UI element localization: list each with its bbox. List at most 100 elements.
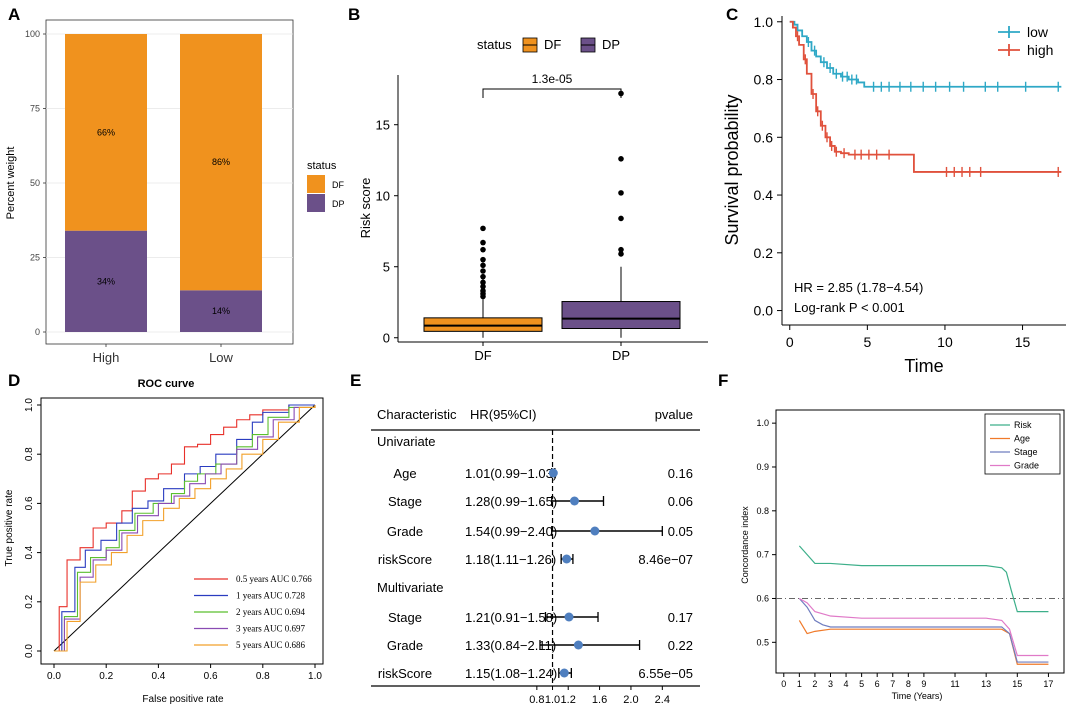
legend-label-roc-3: 3 years AUC 0.697	[236, 624, 305, 634]
y-tick-label-b: 10	[376, 189, 390, 204]
y-tick-label-f: 0.5	[756, 637, 769, 647]
forest-row-label: riskScore	[378, 666, 432, 681]
forest-point	[590, 526, 600, 536]
km-curve-high	[789, 20, 1062, 173]
pvalue-label-b: 1.3e-05	[532, 72, 573, 86]
plot-frame-f	[775, 409, 1065, 674]
legend-label-dp-b: DP	[602, 37, 620, 52]
forest-x-tick-label: 1.6	[592, 694, 607, 706]
outlier-point	[480, 288, 486, 294]
x-tick-label-f: 17	[1043, 679, 1053, 689]
forest-header-characteristic: Characteristic	[377, 407, 457, 422]
x-tick-label-b: DP	[612, 348, 630, 363]
panel-label-d: D	[8, 371, 20, 390]
bar-label-dp-high: 34%	[97, 276, 115, 286]
panel-label-c: C	[726, 5, 738, 24]
y-tick-label-b: 0	[383, 331, 390, 346]
forest-row-label: riskScore	[378, 552, 432, 567]
legend-box-d	[190, 570, 318, 656]
panel-label-b: B	[348, 5, 360, 24]
outlier-point	[618, 190, 624, 196]
y-tick-label-f: 0.9	[756, 462, 769, 472]
forest-point	[564, 612, 574, 622]
outlier-point	[480, 283, 486, 290]
y-tick-label-d: 0.6	[24, 496, 35, 510]
y-tick-label-a: 50	[30, 178, 40, 188]
outlier-point	[480, 239, 486, 246]
legend-key-dp-a	[307, 194, 325, 212]
outlier-point	[618, 215, 624, 222]
legend-label-age: Age	[1014, 434, 1030, 444]
y-tick-label-f: 0.7	[756, 550, 769, 560]
x-tick-label-d: 0.0	[47, 671, 61, 682]
x-tick-label-f: 0	[781, 679, 786, 689]
bar-label-df-low: 86%	[212, 157, 230, 167]
bar-df-low	[180, 34, 262, 291]
y-tick-label-c: 0.2	[754, 245, 774, 261]
x-tick-label-f: 5	[859, 679, 864, 689]
y-tick-label-b: 15	[376, 118, 390, 133]
panel-label-f: F	[718, 371, 728, 390]
y-tick-label-b: 5	[383, 260, 390, 275]
x-tick-label-f: 7	[890, 679, 895, 689]
forest-header-pvalue: pvalue	[655, 407, 693, 422]
forest-row-pvalue: 8.46e−07	[638, 552, 693, 567]
forest-row-pvalue: 6.55e−05	[638, 666, 693, 681]
forest-row-pvalue: 0.16	[668, 466, 693, 481]
outlier-point	[480, 268, 486, 274]
outlier-point	[618, 155, 624, 162]
forest-row-label: Grade	[387, 524, 423, 539]
x-tick-label-d: 0.2	[99, 671, 113, 682]
forest-x-tick-label: 2.4	[655, 694, 670, 706]
forest-row-hr: 1.18(1.11−1.26)	[465, 552, 556, 567]
legend-label-df-a: DF	[332, 180, 344, 190]
x-axis-label-d: False positive rate	[142, 694, 224, 705]
y-axis-label-d: True positive rate	[4, 489, 15, 566]
y-tick-label-d: 1.0	[24, 398, 35, 412]
panel-label-e: E	[350, 371, 361, 390]
forest-row-label: Stage	[388, 610, 422, 625]
x-tick-label-c: 10	[937, 334, 953, 350]
legend-label-dp-a: DP	[332, 199, 345, 209]
bar-df-high	[65, 34, 147, 231]
x-tick-label-f: 15	[1012, 679, 1022, 689]
y-axis-label-a: Percent weight	[5, 147, 17, 220]
legend-label-risk: Risk	[1014, 420, 1032, 430]
forest-x-tick-label: 2.0	[623, 694, 638, 706]
legend-title-b: status	[477, 37, 512, 52]
x-axis-label-c: Time	[904, 356, 943, 376]
km-curve-low	[789, 20, 1062, 88]
y-tick-label-c: 0.8	[754, 72, 774, 88]
forest-row-label: Grade	[387, 638, 423, 653]
forest-point	[559, 668, 569, 678]
y-tick-label-f: 1.0	[756, 418, 769, 428]
y-tick-label-a: 0	[35, 327, 40, 337]
annotation-hr: HR = 2.85 (1.78−4.54)	[794, 280, 923, 295]
forest-row-pvalue: 0.22	[668, 638, 693, 653]
forest-row-label: Age	[393, 466, 416, 481]
y-tick-label-c: 0.0	[754, 303, 774, 319]
y-tick-label-a: 25	[30, 253, 40, 263]
forest-row-hr: 1.28(0.99−1.65)	[465, 494, 557, 509]
x-tick-label-f: 4	[844, 679, 849, 689]
x-tick-label-b: DF	[474, 348, 491, 363]
x-tick-label-d: 1.0	[308, 671, 322, 682]
forest-row-label: Stage	[388, 494, 422, 509]
forest-section-label: Multivariate	[377, 580, 443, 595]
legend-label-df-b: DF	[544, 37, 561, 52]
bar-label-df-high: 66%	[97, 127, 115, 137]
x-tick-label-f: 13	[981, 679, 991, 689]
panel-label-a: A	[8, 5, 20, 24]
forest-x-tick-label: 1.0	[545, 694, 560, 706]
y-axis-label-f: Concordance index	[740, 506, 750, 584]
forest-x-tick-label: 0.8	[529, 694, 544, 706]
legend-label-roc-0: 0.5 years AUC 0.766	[236, 574, 312, 584]
diagonal-reference-d	[53, 404, 316, 652]
legend-label-roc-2: 2 years AUC 0.694	[236, 607, 305, 617]
roc-curve-2	[54, 405, 316, 652]
roc-curve-4	[54, 405, 316, 652]
forest-header-hr: HR(95%CI)	[470, 407, 536, 422]
y-axis-label-b: Risk score	[358, 178, 373, 239]
outlier-point	[480, 262, 486, 269]
